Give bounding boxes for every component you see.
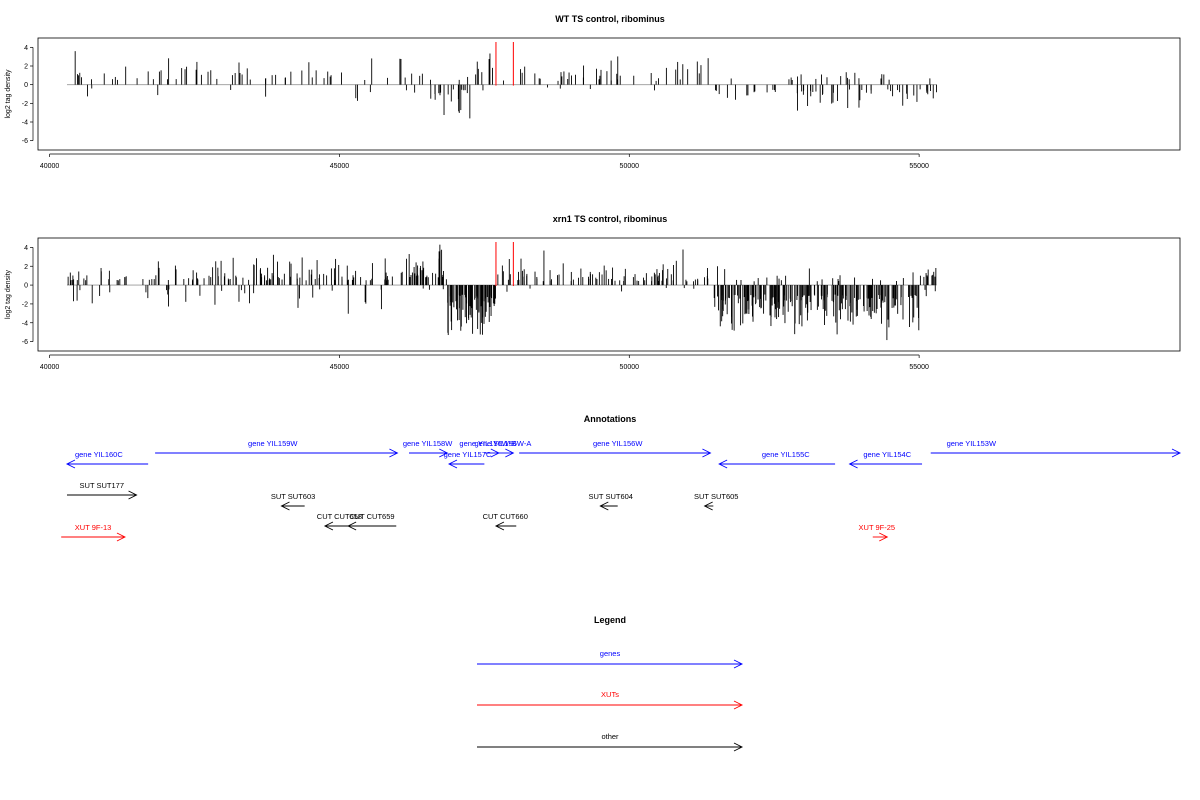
feature-arrowhead [1171,448,1182,458]
feature-label: CUT CUT660 [483,512,528,521]
x-tick-label: 55000 [909,163,929,170]
feature-label: SUT SUT605 [694,492,738,501]
feature-arrowhead [879,532,889,542]
feature-arrowhead [718,459,728,469]
feature-label: gene YIL154C [863,450,911,459]
feature-label: XUT 9F-25 [859,523,896,532]
panel-title: WT TS control, ribominus [555,14,665,24]
feature-label: CUT CUT659 [349,512,394,521]
feature-arrowhead [702,448,712,458]
feature-label: gene YIL156W-B [459,439,516,448]
panel-title: xrn1 TS control, ribominus [553,214,668,224]
y-tick-label: -2 [22,301,28,308]
feature-label: gene YIL159W [248,439,298,448]
x-tick-label: 45000 [330,364,350,371]
annotations-title: Annotations [584,414,637,424]
y-axis-label: log2 tag density [5,69,12,119]
y-tick-label: 0 [24,82,28,89]
feature-label: gene YIL160C [75,450,123,459]
y-tick-label: -2 [22,101,28,108]
feature-arrowhead [347,521,357,531]
feature-label: SUT SUT604 [589,492,633,501]
feature-arrowhead [848,459,858,469]
feature-arrowhead [494,521,505,531]
y-tick-label: 4 [24,45,28,52]
y-tick-label: -6 [22,339,28,346]
legend-swatch-arrowhead [733,742,744,752]
x-tick-label: 50000 [620,163,640,170]
feature-arrowhead [323,521,334,531]
feature-label: gene YIL158W [403,439,453,448]
feature-arrowhead [128,490,138,500]
x-tick-label: 45000 [330,163,350,170]
legend-item-label: XUTs [601,690,619,699]
feature-arrowhead [439,448,449,458]
feature-label: gene YIL156W-A [474,439,531,448]
feature-label: SUT SUT177 [80,481,124,490]
y-tick-label: 2 [24,64,28,71]
feature-label: gene YIL155C [762,450,810,459]
plot-frame [37,37,1181,151]
y-tick-label: -6 [22,138,28,145]
feature-label: SUT SUT603 [271,492,315,501]
feature-label: XUT 9F-13 [75,523,112,532]
y-tick-label: 0 [24,283,28,290]
legend-swatch-arrowhead [733,659,744,669]
y-tick-label: -4 [22,320,28,327]
feature-label: gene YIL153W [947,439,997,448]
y-tick-label: 2 [24,264,28,271]
legend-item-label: genes [600,649,621,658]
feature-arrowhead [389,448,399,458]
feature-arrowhead [505,448,515,458]
feature-arrowhead [447,459,458,469]
y-tick-label: 4 [24,245,28,252]
feature-arrowhead [116,532,126,542]
x-tick-label: 50000 [620,364,640,371]
y-tick-label: -4 [22,120,28,127]
feature-label: gene YIL157C [444,450,492,459]
legend-title: Legend [594,615,626,625]
x-tick-label: 40000 [40,163,60,170]
feature-arrowhead [65,459,76,469]
y-axis-label: log2 tag density [5,269,12,319]
x-tick-label: 55000 [909,364,929,371]
feature-label: CUT CUT658 [317,512,362,521]
feature-arrowhead [703,501,713,511]
feature-label: gene YIL156W [593,439,643,448]
legend-item-label: other [601,732,619,741]
plot-frame [37,237,1181,352]
feature-arrowhead [599,501,609,511]
legend-swatch-arrowhead [733,700,744,710]
feature-arrowhead [280,501,290,511]
x-tick-label: 40000 [40,364,60,371]
